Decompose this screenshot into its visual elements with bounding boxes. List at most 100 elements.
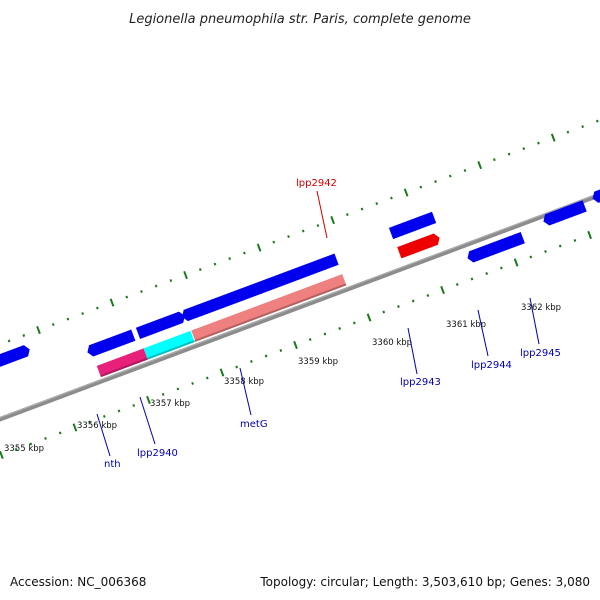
- tick-inner-33: [411, 299, 415, 303]
- leader-lpp2945: [529, 297, 540, 345]
- tick-inner-19: [205, 376, 209, 380]
- genome-backbone-highlight: [0, 158, 600, 454]
- leader-lpp2942: [316, 190, 328, 239]
- tick-label-3361: 3361 kbp: [446, 320, 486, 330]
- tick-outer-8: [7, 339, 11, 343]
- tick-outer-30: [330, 215, 335, 225]
- tick-label-3362: 3362 kbp: [521, 303, 561, 313]
- gene-shadow: [100, 283, 347, 378]
- tick-outer-24: [243, 251, 246, 255]
- gene-block-metG[interactable]: [180, 253, 339, 323]
- tick-outer-42: [507, 152, 511, 156]
- tick-outer-17: [140, 290, 143, 294]
- tick-inner-43: [558, 244, 562, 248]
- tick-inner-12: [102, 414, 106, 418]
- tick-inner-31: [382, 310, 386, 314]
- tick-outer-11: [51, 323, 55, 327]
- tick-outer-32: [360, 207, 364, 211]
- tick-outer-41: [493, 158, 496, 162]
- tick-label-3355: 3355 kbp: [4, 444, 44, 454]
- accession-text: Accession: NC_006368: [10, 575, 146, 589]
- gene-block-salmon[interactable]: [191, 274, 347, 342]
- tick-inner-18: [191, 381, 194, 385]
- gene-block-lpp2942-fwd[interactable]: [388, 211, 437, 240]
- tick-inner-7: [29, 442, 33, 446]
- tick-inner-23: [264, 354, 268, 358]
- leader-lpp2944: [477, 309, 489, 357]
- map-title: Legionella pneumophila str. Paris, compl…: [129, 12, 471, 27]
- tick-label-3358: 3358 kbp: [224, 377, 264, 387]
- tick-outer-36: [419, 185, 423, 189]
- tick-inner-22: [250, 359, 253, 363]
- tick-inner-25: [293, 340, 298, 350]
- tick-outer-14: [95, 306, 99, 310]
- tick-inner-40: [513, 258, 519, 267]
- tick-outer-34: [390, 196, 393, 200]
- tick-outer-19: [169, 279, 173, 283]
- tick-outer-39: [463, 169, 467, 173]
- gene-label-nth: nth: [104, 459, 121, 470]
- tick-inner-26: [308, 338, 312, 341]
- gene-block-lpp2940[interactable]: [135, 310, 187, 340]
- tick-inner-36: [455, 283, 459, 286]
- tick-outer-40: [477, 160, 483, 170]
- tick-outer-10: [36, 325, 41, 335]
- gene-block-lpp2942[interactable]: [397, 232, 441, 259]
- tick-outer-27: [287, 235, 290, 239]
- tick-outer-9: [22, 334, 26, 338]
- gene-block-nth[interactable]: [85, 329, 136, 358]
- tick-outer-23: [228, 257, 232, 261]
- tick-outer-18: [154, 284, 158, 288]
- leader-metG: [239, 367, 252, 416]
- gene-label-lpp2940: lpp2940: [137, 448, 178, 459]
- gene-block-lpp2944[interactable]: [541, 200, 587, 227]
- tick-outer-33: [375, 202, 379, 206]
- tick-row-inner: [0, 230, 592, 460]
- tick-outer-29: [316, 224, 320, 228]
- gene-block-lpp2939[interactable]: [0, 344, 32, 373]
- gene-block-pink[interactable]: [96, 348, 148, 378]
- tick-outer-20: [183, 270, 188, 280]
- tick-outer-15: [109, 298, 115, 307]
- tick-inner-16: [161, 392, 165, 396]
- tick-outer-48: [595, 119, 599, 123]
- tick-label-3357: 3357 kbp: [150, 399, 190, 409]
- tick-inner-24: [279, 348, 283, 352]
- leader-lines: [96, 190, 540, 457]
- gene-label-lpp2943: lpp2943: [400, 377, 441, 388]
- tick-outer-22: [213, 262, 217, 266]
- tick-inner-39: [500, 266, 503, 270]
- tick-outer-37: [434, 180, 437, 184]
- tick-outer-45: [550, 133, 556, 142]
- tick-inner-28: [338, 327, 341, 330]
- genome-summary-text: Topology: circular; Length: 3,503,610 bp…: [259, 575, 590, 589]
- tick-inner-34: [426, 294, 430, 297]
- tick-inner-41: [529, 255, 533, 259]
- tick-outer-47: [581, 125, 584, 129]
- gene-block-cyan[interactable]: [143, 330, 195, 360]
- tick-outer-25: [256, 243, 262, 252]
- tick-inner-27: [323, 332, 327, 336]
- tick-outer-16: [125, 295, 129, 299]
- tick-inner-44: [573, 239, 577, 242]
- gene-label-lpp2945: lpp2945: [520, 348, 561, 359]
- tick-inner-37: [470, 277, 474, 281]
- tick-inner-6: [14, 447, 18, 451]
- tick-outer-13: [81, 312, 84, 316]
- tick-inner-38: [485, 272, 489, 275]
- tick-inner-13: [117, 409, 121, 413]
- gene-block-lpp2943[interactable]: [465, 231, 525, 264]
- tick-inner-21: [235, 365, 239, 369]
- genome-track: [0, 119, 600, 460]
- gene-label-lpp2942: lpp2942: [296, 178, 337, 189]
- tick-inner-35: [440, 285, 445, 295]
- tick-inner-17: [176, 387, 180, 391]
- tick-outer-43: [522, 147, 526, 151]
- tick-outer-21: [198, 268, 202, 272]
- tick-outer-26: [272, 240, 276, 244]
- tick-inner-32: [397, 305, 400, 308]
- tick-outer-44: [537, 141, 540, 145]
- tick-inner-42: [544, 250, 547, 253]
- tick-label-3359: 3359 kbp: [298, 357, 338, 367]
